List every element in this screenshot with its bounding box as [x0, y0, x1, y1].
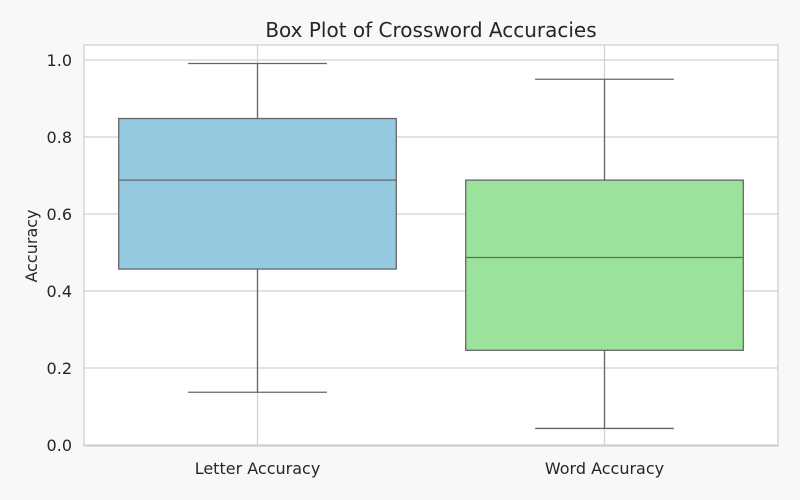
box-group	[118, 62, 397, 393]
x-tick-label: Word Accuracy	[545, 459, 664, 478]
iqr-box	[465, 179, 744, 351]
y-tick-label: 0.8	[47, 128, 72, 147]
y-axis-label: Accuracy	[22, 209, 41, 282]
y-tick-label: 0.4	[47, 282, 72, 301]
x-tick-label: Letter Accuracy	[195, 459, 321, 478]
y-tick-label: 0.6	[47, 205, 72, 224]
chart-title: Box Plot of Crossword Accuracies	[265, 18, 596, 42]
box-group	[465, 78, 744, 430]
y-tick-label: 0.2	[47, 359, 72, 378]
y-tick-label: 0.0	[47, 436, 72, 455]
boxes	[118, 62, 744, 430]
tick-labels: 0.0 0.2 0.4 0.6 0.8 1.0 Letter Accuracy Word Ac…	[47, 51, 665, 478]
y-tick-label: 1.0	[47, 51, 72, 70]
iqr-box	[118, 117, 397, 270]
